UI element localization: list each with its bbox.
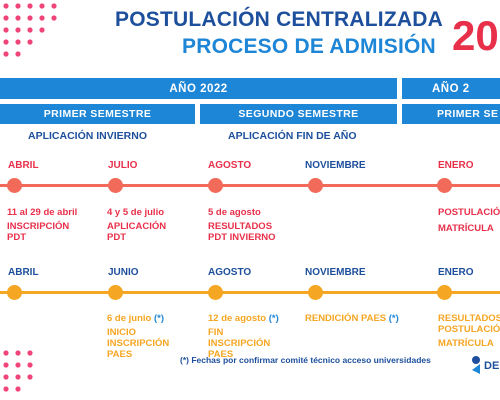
event-inicio-inscripcion-paes: 6 de junio (*) INICIO INSCRIPCIÓN PAES: [107, 313, 169, 360]
event-resultados-pdt: 5 de agosto RESULTADOS PDT INVIERNO: [208, 207, 276, 243]
event-desc: POSTULACIÓ: [438, 324, 500, 335]
month-label: AGOSTO: [208, 160, 252, 171]
pending-mark: (*): [268, 313, 279, 324]
month-label: ABRIL: [8, 267, 39, 278]
event-desc: POSTULACIÓ: [438, 207, 500, 218]
subhead-year-end: APLICACIÓN FIN DE AÑO: [228, 130, 357, 142]
event-desc: INSCRIPCIÓN: [7, 221, 70, 232]
event-desc: PDT: [7, 232, 26, 243]
timeline-dot: [7, 285, 22, 300]
timeline-line-2: [0, 291, 500, 294]
demre-logo: DE: [470, 348, 500, 378]
title-line-2: PROCESO DE ADMISIÓN: [182, 35, 436, 58]
semester-bar-next-first: PRIMER SE: [402, 104, 500, 124]
event-desc: INICIO: [107, 327, 137, 338]
timeline-dot: [437, 285, 452, 300]
title-line-1: POSTULACIÓN CENTRALIZADA: [115, 8, 443, 31]
event-desc: PDT: [107, 232, 126, 243]
event-desc: INSCRIPCIÓN: [208, 338, 271, 349]
month-label: ABRIL: [8, 160, 39, 171]
semester-bar-second: SEGUNDO SEMESTRE: [200, 104, 397, 124]
event-desc: MATRÍCULA: [438, 338, 494, 349]
event-inscripcion-pdt: 11 al 29 de abril INSCRIPCIÓN PDT: [7, 207, 77, 243]
event-date: 4 y 5 de julio: [107, 207, 165, 218]
event-date: 5 de agosto: [208, 207, 261, 218]
event-fin-inscripcion-paes: 12 de agosto (*) FIN INSCRIPCIÓN PAES: [208, 313, 279, 360]
timeline-dot: [208, 285, 223, 300]
subhead-winter: APLICACIÓN INVIERNO: [28, 130, 148, 142]
footnote: (*) Fechas por confirmar comité técnico …: [180, 355, 431, 365]
decorative-dots-bottom: [3, 350, 33, 392]
event-date: 12 de agosto: [208, 313, 267, 324]
event-desc: MATRÍCULA: [438, 223, 494, 234]
pending-mark: (*): [388, 313, 399, 324]
event-aplicacion-pdt: 4 y 5 de julio APLICACIÓN PDT: [107, 207, 166, 243]
pending-mark: (*): [153, 313, 165, 324]
event-date: RENDICIÓN PAES: [305, 313, 387, 324]
logo-icon: [472, 356, 480, 374]
event-date: 11 al 29 de abril: [7, 207, 78, 218]
event-desc: INSCRIPCIÓN: [107, 338, 170, 349]
year-heading: 20: [452, 12, 499, 59]
event-desc: PDT INVIERNO: [208, 232, 276, 243]
month-label: NOVIEMBRE: [305, 160, 366, 171]
logo-text: DE: [484, 360, 500, 372]
timeline-dot: [308, 178, 323, 193]
timeline-dot: [308, 285, 323, 300]
year-bar-2022: AÑO 2022: [0, 78, 397, 99]
event-resultados-postulacion: RESULTADOS POSTULACIÓ MATRÍCULA: [438, 313, 500, 349]
event-desc: PAES: [208, 349, 234, 360]
event-date: 6 de junio: [107, 313, 152, 324]
month-label: ENERO: [438, 160, 474, 171]
event-desc: FIN: [208, 327, 224, 338]
month-label: JUNIO: [108, 267, 139, 278]
month-label: AGOSTO: [208, 267, 252, 278]
year-bar-next: AÑO 2: [402, 78, 500, 99]
decorative-dots-top: [3, 3, 57, 57]
timeline-dot: [437, 178, 452, 193]
timeline-dot: [7, 178, 22, 193]
timeline-dot: [108, 285, 123, 300]
timeline-line-1: [0, 184, 500, 187]
month-label: NOVIEMBRE: [305, 267, 366, 278]
event-desc: PAES: [107, 349, 133, 360]
event-desc: APLICACIÓN: [107, 221, 167, 232]
event-desc: RESULTADOS: [208, 221, 273, 232]
timeline-dot: [208, 178, 223, 193]
semester-bar-first: PRIMER SEMESTRE: [0, 104, 195, 124]
event-rendicion-paes: RENDICIÓN PAES (*): [305, 313, 399, 324]
event-postulacion: POSTULACIÓ MATRÍCULA: [438, 207, 500, 234]
timeline-dot: [108, 178, 123, 193]
event-desc: RESULTADOS: [438, 313, 500, 324]
month-label: JULIO: [108, 160, 138, 171]
month-label: ENERO: [438, 267, 474, 278]
